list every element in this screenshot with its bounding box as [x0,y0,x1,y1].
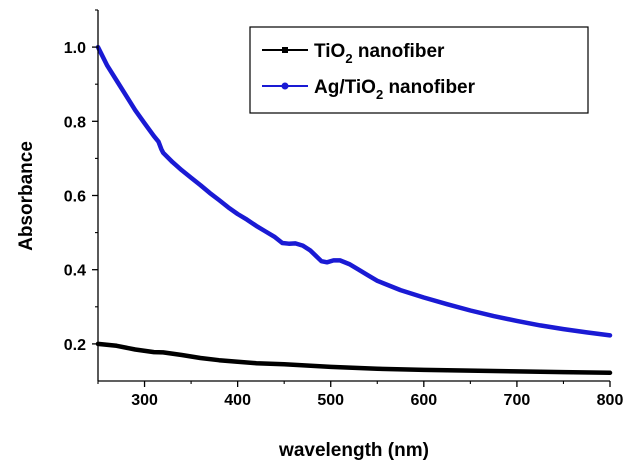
legend-marker-2 [281,82,289,90]
x-tick-label-400: 400 [224,392,251,409]
y-tick-label-1: 1.0 [64,40,86,57]
series-line-2 [95,44,613,338]
y-tick-label-0.4: 0.4 [64,263,86,280]
y-tick-label-0.8: 0.8 [64,114,86,131]
legend-marker-1 [282,47,288,53]
legend-label-2: Ag/TiO2 nanofiber [314,77,476,102]
y-axis-title: Absorbance [16,141,37,251]
x-tick-label-500: 500 [317,392,344,409]
legend: TiO2 nanofiber Ag/TiO2 nanofiber [249,26,589,114]
plot-area [95,44,613,376]
y-tick-label-0.2: 0.2 [64,337,86,354]
legend-box [249,26,589,114]
x-tick-label-700: 700 [504,392,531,409]
series-line-1 [95,341,613,376]
x-tick-label-300: 300 [131,392,158,409]
x-tick-label-800: 800 [597,392,624,409]
axis-ticks: 300 400 500 600 700 800 0.2 0.4 0.6 0.8 1.0 [64,9,624,409]
y-tick-label-0.6: 0.6 [64,189,86,206]
x-axis-title: wavelength (nm) [278,440,429,461]
legend-label-1: TiO2 nanofiber [314,41,445,66]
x-tick-label-600: 600 [410,392,437,409]
